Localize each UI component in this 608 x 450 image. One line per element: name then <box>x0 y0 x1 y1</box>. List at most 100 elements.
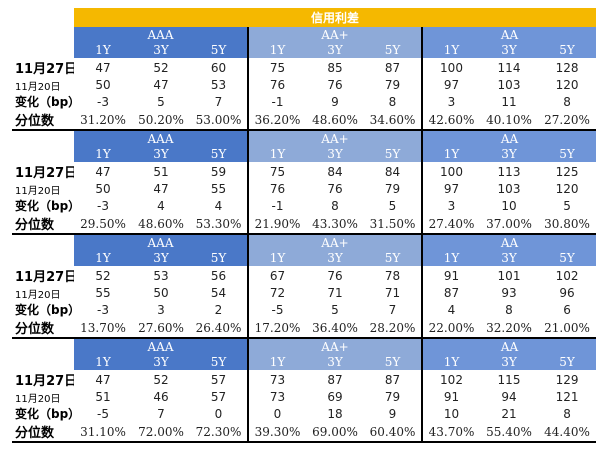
value-cell: 76 <box>247 77 306 93</box>
value-cell: 79 <box>384 78 401 92</box>
value-cell: 21.90% <box>247 214 306 235</box>
value-cell: 72.00% <box>132 422 190 443</box>
value-cell: 73 <box>247 389 306 405</box>
previous-date-row: 11月20日 55 50 54 72 71 71 87 93 96 <box>12 285 596 301</box>
value-cell: 52 <box>153 60 169 75</box>
tenor-header: 3Y <box>480 250 538 266</box>
value-cell: 55 <box>210 182 227 196</box>
value-cell: 76 <box>327 78 343 92</box>
section-header-row: 中票 AAA AA+ AA <box>12 27 597 50</box>
value-cell: 27.40% <box>421 214 480 235</box>
row-label: 分位数 <box>12 214 74 235</box>
value-cell: 5 <box>388 198 397 213</box>
row-label: 分位数 <box>12 318 74 339</box>
value-cell: 120 <box>555 182 579 196</box>
value-cell: 93 <box>501 286 517 300</box>
value-cell: 4 <box>214 198 223 213</box>
section-name: 公司债 <box>15 348 52 362</box>
value-cell: 37.00% <box>480 214 538 235</box>
previous-date-row: 11月20日 50 47 53 76 76 79 97 103 120 <box>12 77 596 93</box>
value-cell: 0 <box>214 406 223 421</box>
value-cell: 55.40% <box>480 422 538 443</box>
value-cell: 71 <box>327 286 343 300</box>
tenor-header: 1Y <box>421 250 480 266</box>
value-cell: 52 <box>153 372 169 387</box>
value-cell: 100 <box>421 162 480 181</box>
rating-header: AA+ <box>247 234 422 250</box>
value-cell: 57 <box>210 372 227 387</box>
tenor-header: 5Y <box>364 42 422 58</box>
tenor-header: 3Y <box>132 354 190 370</box>
percentile-row: 分位数 31.10% 72.00% 72.30% 39.30% 69.00% 60.40% 4… <box>12 422 597 443</box>
tenor-header-row: 1Y 3Y 5Y 1Y 3Y 5Y 1Y 3Y 5Y <box>12 42 597 58</box>
section-header-row: 企业债 AAA AA+ AA <box>12 130 597 154</box>
tenor-header: 5Y <box>538 42 597 58</box>
value-cell: 125 <box>555 164 579 179</box>
value-cell: 101 <box>497 268 521 283</box>
change-row: 变化（bp） -3 3 2 -5 5 7 4 8 6 <box>12 301 596 318</box>
value-cell: 56 <box>210 268 227 283</box>
tenor-header: 1Y <box>74 354 132 370</box>
value-cell: 69.00% <box>306 422 364 443</box>
value-cell: 114 <box>497 60 521 75</box>
value-cell: 43.30% <box>306 214 364 235</box>
rating-header: AAA <box>74 27 248 42</box>
change-row: 变化（bp） -3 4 4 -1 8 5 3 10 5 <box>12 197 596 214</box>
value-cell: 47 <box>95 164 111 179</box>
value-cell: 8 <box>505 302 513 317</box>
value-cell: 3 <box>421 197 480 214</box>
value-cell: 11 <box>501 94 517 109</box>
value-cell: 50 <box>95 182 111 196</box>
value-cell: 72 <box>247 285 306 301</box>
value-cell: 91 <box>421 266 480 285</box>
value-cell: 113 <box>497 164 521 179</box>
value-cell: 31.50% <box>364 214 422 235</box>
value-cell: 36.40% <box>306 318 364 339</box>
value-cell: 128 <box>555 60 579 75</box>
value-cell: 67 <box>247 266 306 285</box>
value-cell: 55 <box>95 286 111 300</box>
tenor-header: 1Y <box>74 250 132 266</box>
value-cell: 44.40% <box>538 422 597 443</box>
value-cell: 100 <box>421 58 480 77</box>
rating-header: AA <box>420 338 597 354</box>
tenor-header-row: 1Y 3Y 5Y 1Y 3Y 5Y 1Y 3Y 5Y <box>12 250 597 266</box>
value-cell: 78 <box>384 268 401 283</box>
value-cell: 60 <box>210 60 227 75</box>
value-cell: 46 <box>153 390 169 404</box>
change-row: 变化（bp） -3 5 7 -1 9 8 3 11 8 <box>12 93 596 110</box>
row-label: 分位数 <box>12 422 74 443</box>
value-cell: 53.30% <box>190 214 248 235</box>
value-cell: 73 <box>247 370 306 389</box>
value-cell: 30.80% <box>538 214 597 235</box>
value-cell: 47 <box>153 78 169 92</box>
value-cell: -3 <box>97 94 109 109</box>
value-cell: 3 <box>421 93 480 110</box>
value-cell: 17.20% <box>247 318 306 339</box>
section-name: 企业债 <box>15 140 52 154</box>
rating-header: AA+ <box>247 27 422 42</box>
value-cell: 103 <box>497 78 521 92</box>
tenor-header: 3Y <box>306 354 364 370</box>
value-cell: 36.20% <box>247 110 306 131</box>
value-cell: 71 <box>384 286 401 300</box>
title-blank-cell <box>12 8 74 27</box>
row-label: 11月20日 <box>15 81 61 93</box>
rating-header: AA <box>420 27 597 42</box>
current-date-row: 11月27日 52 53 56 67 76 78 91 101 102 <box>12 266 596 285</box>
value-cell: 18 <box>327 406 343 421</box>
value-cell: 26.40% <box>190 318 248 339</box>
current-date-row: 11月27日 47 52 60 75 85 87 100 114 128 <box>12 58 596 77</box>
rating-header: AAA <box>74 130 248 146</box>
value-cell: 53 <box>153 268 169 283</box>
tenor-header: 5Y <box>538 146 597 162</box>
tenor-header: 3Y <box>306 42 364 58</box>
tenor-header: 5Y <box>364 250 422 266</box>
value-cell: 51 <box>153 164 169 179</box>
value-cell: 8 <box>388 94 397 109</box>
value-cell: 7 <box>157 406 165 421</box>
value-cell: 5 <box>157 94 165 109</box>
value-cell: 50 <box>153 286 169 300</box>
value-cell: 8 <box>331 198 339 213</box>
value-cell: 96 <box>559 286 575 300</box>
